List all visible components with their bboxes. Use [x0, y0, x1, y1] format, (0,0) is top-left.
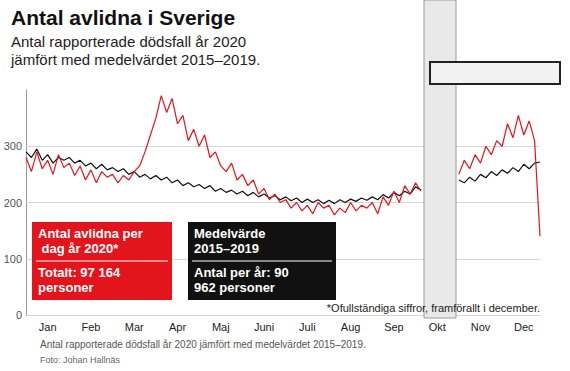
- svg-text:Maj: Maj: [212, 321, 230, 333]
- svg-text:Okt: Okt: [429, 321, 446, 333]
- svg-text:Antal avlidna i Sverige: Antal avlidna i Sverige: [11, 6, 235, 29]
- svg-text:jämfört med medelvärdet 2015–2: jämfört med medelvärdet 2015–2019.: [10, 51, 260, 68]
- svg-text:Antal per år: 90: Antal per år: 90: [194, 265, 292, 280]
- svg-text:personer: personer: [38, 280, 94, 295]
- svg-text:Sep: Sep: [384, 321, 404, 333]
- svg-text:dag år 2020*: dag år 2020*: [38, 241, 119, 256]
- svg-text:Foto: Johan Hallnäs: Foto: Johan Hallnäs: [40, 355, 121, 365]
- svg-text:200: 200: [4, 197, 22, 209]
- svg-text:Jan: Jan: [39, 321, 57, 333]
- svg-text:Nov: Nov: [471, 321, 491, 333]
- svg-text:Medelvärde: Medelvärde: [194, 226, 269, 241]
- svg-text:Aug: Aug: [341, 321, 361, 333]
- svg-text:Dec: Dec: [514, 321, 534, 333]
- svg-text:Juni: Juni: [254, 321, 274, 333]
- svg-text:100: 100: [4, 253, 22, 265]
- svg-text:Apr: Apr: [169, 321, 186, 333]
- svg-text:Juli: Juli: [299, 321, 316, 333]
- svg-text:Antal rapporterade dödsfall år: Antal rapporterade dödsfall år 2020: [11, 33, 250, 50]
- svg-text:2015–2019: 2015–2019: [194, 241, 259, 256]
- svg-text:Antal avlidna per: Antal avlidna per: [38, 226, 143, 241]
- svg-text:0: 0: [16, 309, 22, 321]
- svg-text:Feb: Feb: [81, 321, 100, 333]
- svg-text:Antal rapporterade dödsfall år: Antal rapporterade dödsfall år 2020 jämf…: [40, 339, 366, 350]
- svg-text:*Ofullständiga siffror, framfö: *Ofullständiga siffror, framförallt i de…: [327, 302, 540, 314]
- svg-text:Totalt: 97 164: Totalt: 97 164: [38, 265, 124, 280]
- svg-text:962 personer: 962 personer: [194, 280, 275, 295]
- svg-text:Mar: Mar: [125, 321, 144, 333]
- svg-text:300: 300: [4, 140, 22, 152]
